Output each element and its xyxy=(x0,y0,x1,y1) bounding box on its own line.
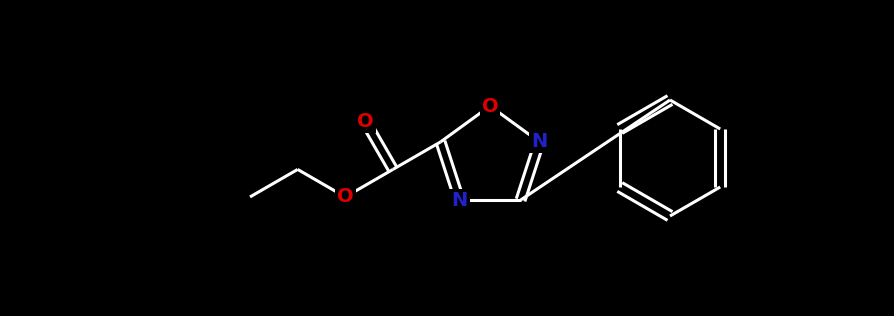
Text: O: O xyxy=(357,112,374,131)
Text: N: N xyxy=(531,132,548,151)
Text: N: N xyxy=(451,191,468,210)
Text: O: O xyxy=(482,96,498,116)
Text: O: O xyxy=(337,187,354,206)
